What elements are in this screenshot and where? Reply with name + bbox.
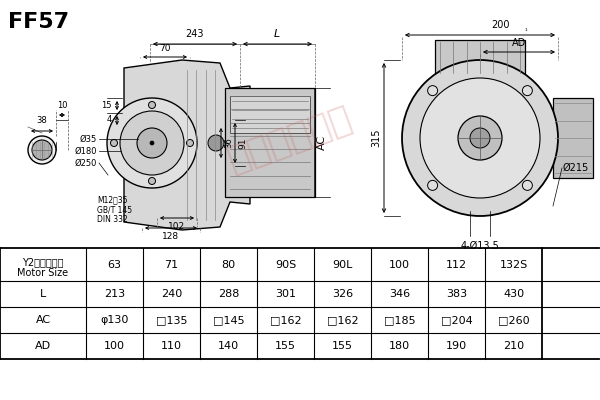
Text: 430: 430 xyxy=(503,289,524,299)
Circle shape xyxy=(523,180,532,190)
Text: 112: 112 xyxy=(446,260,467,270)
Text: 243: 243 xyxy=(186,29,204,39)
Text: □185: □185 xyxy=(383,315,415,325)
Circle shape xyxy=(458,116,502,160)
Text: Ø250: Ø250 xyxy=(74,158,97,168)
Circle shape xyxy=(470,128,490,148)
Text: 210: 210 xyxy=(503,341,524,351)
Text: 128: 128 xyxy=(163,232,179,241)
Circle shape xyxy=(428,86,437,96)
Text: 132S: 132S xyxy=(499,260,527,270)
Circle shape xyxy=(149,102,155,108)
Text: 15: 15 xyxy=(101,100,112,110)
Text: 102: 102 xyxy=(169,222,185,231)
Text: Motor Size: Motor Size xyxy=(17,268,68,278)
Text: 天津路玛特传: 天津路玛特传 xyxy=(223,102,357,178)
Text: 155: 155 xyxy=(275,341,296,351)
Bar xyxy=(553,98,593,178)
Text: 140: 140 xyxy=(218,341,239,351)
Bar xyxy=(225,88,315,197)
Bar xyxy=(230,96,310,133)
Text: 36: 36 xyxy=(224,138,233,148)
Text: 90L: 90L xyxy=(332,260,353,270)
Text: 63: 63 xyxy=(107,260,121,270)
Text: □204: □204 xyxy=(440,315,472,325)
Text: □260: □260 xyxy=(497,315,529,325)
Text: 10: 10 xyxy=(57,101,67,110)
Text: 38: 38 xyxy=(37,116,47,125)
Text: 213: 213 xyxy=(104,289,125,299)
Text: AD: AD xyxy=(512,38,526,48)
Text: AD: AD xyxy=(35,341,51,351)
Text: 70: 70 xyxy=(159,44,171,53)
Circle shape xyxy=(149,178,155,184)
Text: 383: 383 xyxy=(446,289,467,299)
Text: L: L xyxy=(40,289,46,299)
Text: AC: AC xyxy=(317,134,327,150)
Text: 240: 240 xyxy=(161,289,182,299)
Text: 346: 346 xyxy=(389,289,410,299)
Text: L: L xyxy=(274,29,280,39)
Bar xyxy=(435,40,525,75)
Text: 4-Ø13.5: 4-Ø13.5 xyxy=(461,241,499,251)
Circle shape xyxy=(107,98,197,188)
Text: □145: □145 xyxy=(212,315,244,325)
Text: Y2电机机座号: Y2电机机座号 xyxy=(22,257,64,267)
Text: φ130: φ130 xyxy=(100,315,128,325)
Circle shape xyxy=(120,111,184,175)
Circle shape xyxy=(137,128,167,158)
Text: □135: □135 xyxy=(156,315,187,325)
Text: 90S: 90S xyxy=(275,260,296,270)
Circle shape xyxy=(32,140,52,160)
Text: DIN 332: DIN 332 xyxy=(97,216,128,224)
Text: 110: 110 xyxy=(161,341,182,351)
Text: 155: 155 xyxy=(332,341,353,351)
Circle shape xyxy=(150,141,154,145)
Circle shape xyxy=(523,86,532,96)
Text: 71: 71 xyxy=(164,260,179,270)
Text: Ø215: Ø215 xyxy=(563,163,589,173)
Text: 288: 288 xyxy=(218,289,239,299)
Text: Ø180: Ø180 xyxy=(74,146,97,156)
Circle shape xyxy=(187,140,193,146)
Text: FF57: FF57 xyxy=(8,12,69,32)
Text: 190: 190 xyxy=(446,341,467,351)
Text: ₁: ₁ xyxy=(525,26,528,32)
Text: 80: 80 xyxy=(221,260,236,270)
Circle shape xyxy=(28,136,56,164)
Circle shape xyxy=(420,78,540,198)
Text: AC: AC xyxy=(35,315,50,325)
Text: 4: 4 xyxy=(107,116,112,124)
Text: 200: 200 xyxy=(491,20,509,30)
Text: □162: □162 xyxy=(326,315,358,325)
Text: 326: 326 xyxy=(332,289,353,299)
Text: □162: □162 xyxy=(269,315,301,325)
Text: Ø35: Ø35 xyxy=(80,134,97,144)
Text: M12深35: M12深35 xyxy=(97,196,128,204)
Text: 180: 180 xyxy=(389,341,410,351)
Text: 315: 315 xyxy=(371,129,381,147)
Text: 100: 100 xyxy=(389,260,410,270)
Circle shape xyxy=(110,140,118,146)
Polygon shape xyxy=(124,60,250,230)
Text: 100: 100 xyxy=(104,341,125,351)
Circle shape xyxy=(402,60,558,216)
Text: 301: 301 xyxy=(275,289,296,299)
Text: 91: 91 xyxy=(238,137,247,149)
Circle shape xyxy=(428,180,437,190)
Text: GB/T 145: GB/T 145 xyxy=(97,206,132,214)
Circle shape xyxy=(208,135,224,151)
